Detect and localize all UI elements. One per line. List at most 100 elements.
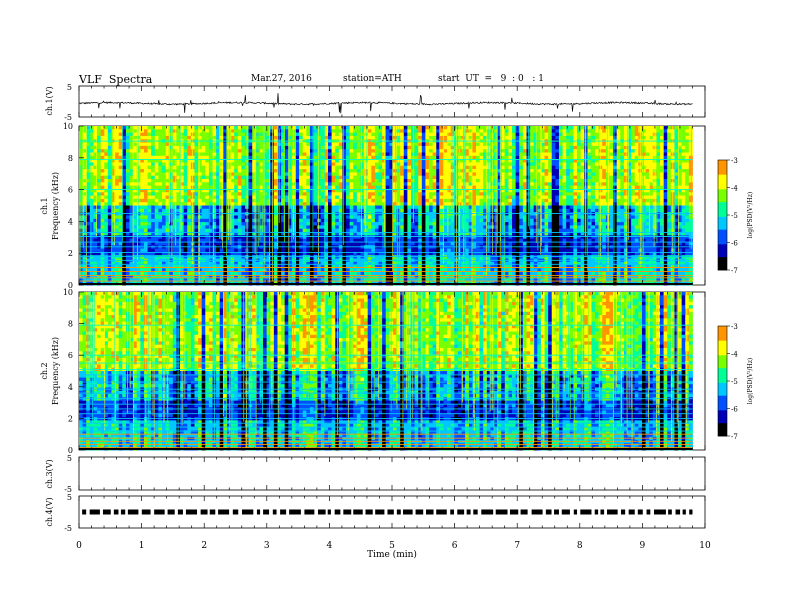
ch4-segment [628,509,635,515]
colorbar-cell [718,165,727,168]
ch4-segment [177,509,183,515]
ch4-segment [436,509,447,515]
ch4-segment [621,509,626,515]
ch2-yticks: 0 2 4 6 8 10 [63,288,84,455]
ch4-segment [520,509,528,515]
x-tick-label-0: 0 [76,541,82,551]
colorbar-cell [718,327,727,331]
ch4-segment [304,509,315,515]
colorbar-cell [718,382,727,386]
colorbar-tick-label--3: -3 [731,323,738,331]
ch4-segment [102,509,111,515]
ch4-segment [573,509,578,515]
header-date: Mar.27, 2016 [251,74,312,84]
colorbar-cell [718,415,727,419]
ch3-ytick-top: 5 [67,454,72,463]
ch4-segment [317,509,326,515]
baseline-strip [79,283,693,285]
x-tick-label-10: 10 [699,541,711,551]
colorbar-cell [718,408,727,411]
y-tick-label-8: 8 [68,154,73,163]
ch4-segment [209,509,216,515]
colorbar-cell [718,218,727,221]
y-tick-label-0: 0 [68,446,73,455]
colorbar-cell [718,388,727,391]
colorbar-cell [718,187,727,190]
colorbar-cell [718,338,727,342]
colorbar-cell [718,244,727,247]
ch4-segment [127,509,139,515]
colorbar-cell [718,359,727,362]
ch4-ylabel: ch.4(V) [45,497,54,526]
ch4-ytick-top: 5 [67,493,72,502]
colorbar-cell [718,344,727,347]
colorbar-cell [718,185,727,188]
ch4-segment [280,509,287,515]
colorbar-cell [718,242,727,245]
colorbar-cell [718,171,727,174]
colorbar-cell [718,412,727,415]
colorbar-cell [718,262,727,265]
colorbar-cell [718,178,727,181]
colorbar-cell [718,399,727,402]
colorbar-cell [718,397,727,400]
colorbar-tick-label--6: -6 [731,406,738,414]
colorbar-cell [718,264,727,267]
colorbar-cell [718,253,727,256]
ch4-segment [120,509,126,515]
colorbar-tick-label--4: -4 [731,351,738,359]
colorbar-cell [718,249,727,253]
colorbar-cell [718,215,727,218]
ch4-segment [457,509,465,515]
colorbar-cell [718,193,727,196]
colorbar-cell [718,259,727,262]
colorbar-cell [718,348,727,351]
colorbar-cell [718,200,727,203]
x-tick-label-4: 4 [327,541,333,551]
ch4-segment [263,509,270,515]
ch1-channel-label: ch.1 [40,197,49,214]
colorbar-cell [718,421,727,424]
ch4-segment [545,509,552,515]
ch2-channel-label: ch.2 [40,362,49,379]
colorbar-cell [718,351,727,354]
ch1-ylabel: ch.1(V) [45,86,54,115]
y-tick-label-10: 10 [63,288,73,297]
ch4-segment [415,509,424,515]
ch1-ytick-top: 5 [67,83,72,92]
colorbar-cell [718,160,727,163]
colorbar-cell [718,240,727,243]
ch4-segment [561,509,570,515]
colorbar-cell [718,392,727,395]
colorbar-cell [718,346,727,349]
ch4-segment [675,509,681,515]
ch4-segment [256,509,261,515]
colorbar-cell [718,172,727,176]
colorbar-cell [718,266,727,269]
colorbar-cell [718,425,727,428]
ch4-segment [387,509,394,515]
colorbar-cell [718,419,727,422]
colorbar-cell [718,335,727,338]
x-tick-label-9: 9 [640,541,646,551]
ch4-segment [531,509,543,515]
ch4-segment [426,509,434,515]
time-axis-label: Time (min) [367,549,417,560]
ch4-segment [682,509,686,515]
ch4-segment [375,509,385,515]
colorbar-cell [718,355,727,358]
colorbar-cell [718,368,727,371]
baseline-strip [79,448,693,450]
ch4-segment [554,509,559,515]
ch4-segment [327,509,331,515]
header-start-ut: start UT = 9 : 0 : 1 [438,74,544,84]
colorbar-cell [718,255,727,258]
colorbar-cell [718,329,727,332]
x-tick-label-7: 7 [514,541,520,551]
ch4-segment [607,509,618,515]
x-tick-label-1: 1 [139,541,145,551]
y-tick-label-10: 10 [63,122,73,131]
ch4-segment [473,509,478,515]
colorbar-cell [718,180,727,183]
colorbar-cell [718,268,727,271]
